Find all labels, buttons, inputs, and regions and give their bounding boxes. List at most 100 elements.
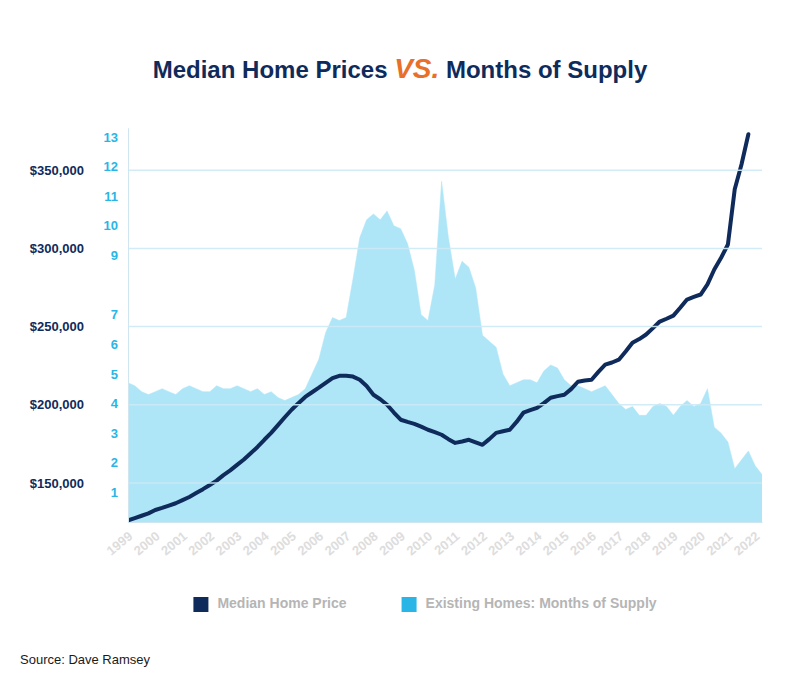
y2-tick-label: 6 <box>111 337 118 352</box>
x-axis-line <box>129 522 763 523</box>
chart-container: Median Home Prices VS. Months of Supply 1… <box>0 0 800 690</box>
legend-label: Existing Homes: Months of Supply <box>426 595 657 611</box>
plot-area <box>128 134 762 522</box>
y-tick-label: $250,000 <box>30 319 84 334</box>
x-tick: 2020 <box>676 522 708 558</box>
x-tick-label: 2006 <box>294 528 326 558</box>
x-tick-label: 2020 <box>676 528 708 558</box>
x-tick-label: 2004 <box>240 528 272 559</box>
title-part: Home <box>242 56 309 83</box>
legend-swatch <box>193 597 208 612</box>
x-tick: 2004 <box>240 522 272 558</box>
grid-line <box>128 404 762 406</box>
title-part <box>309 56 316 83</box>
x-tick-label: 2002 <box>185 528 217 558</box>
y-tick-label: $350,000 <box>30 163 84 178</box>
area-series <box>128 181 762 522</box>
y2-tick-label: 3 <box>111 426 118 441</box>
x-tick-label: 2003 <box>213 528 245 558</box>
x-tick: 2008 <box>349 522 381 558</box>
y2-tick-label: 2 <box>111 455 118 470</box>
title-part: Prices <box>315 56 387 83</box>
y2-tick: 10 <box>104 218 128 233</box>
x-tick: 2002 <box>185 522 217 558</box>
x-tick-label: 2018 <box>622 528 654 558</box>
y2-tick: 13 <box>104 130 128 145</box>
y-tick-label: $300,000 <box>30 241 84 256</box>
x-tick: 2011 <box>431 522 462 558</box>
x-tick-label: 2000 <box>131 528 163 558</box>
x-tick: 2018 <box>622 522 654 558</box>
y2-tick-label: 11 <box>104 189 118 204</box>
x-tick: 2007 <box>322 522 354 558</box>
x-tick: 2006 <box>294 522 326 558</box>
y2-axis: 1234567910111213 <box>104 129 129 523</box>
legend: Median Home Price Existing Homes: Months … <box>193 595 656 612</box>
x-tick-label: 2010 <box>404 528 436 558</box>
chart-title: Median Home Prices VS. Months of Supply <box>153 53 648 84</box>
y2-tick: 6 <box>111 337 128 352</box>
x-tick-label: 2001 <box>158 528 190 558</box>
x-tick-label: 2019 <box>649 528 681 558</box>
x-tick-label: 2007 <box>322 528 354 558</box>
grid-line <box>128 169 762 171</box>
legend-swatch <box>402 597 417 612</box>
x-tick: 2012 <box>458 522 490 558</box>
y2-tick: 7 <box>111 307 128 322</box>
legend-item: Median Home Price <box>193 595 346 612</box>
grid-line <box>128 482 762 484</box>
y2-tick-label: 4 <box>111 396 119 411</box>
x-tick: 2014 <box>513 522 545 558</box>
title-part <box>387 56 394 83</box>
y2-tick: 2 <box>111 455 128 470</box>
grid-line <box>128 248 762 250</box>
title-part: Months <box>446 56 531 83</box>
y-axis: $150,000$200,000$250,000$300,000$350,000 <box>30 129 129 523</box>
y-tick-label: $150,000 <box>30 476 84 491</box>
x-tick-label: 2009 <box>376 528 408 558</box>
x-tick-label: 2017 <box>594 528 626 558</box>
x-tick-label: 2016 <box>567 528 599 558</box>
y2-tick: 3 <box>111 426 128 441</box>
x-tick-label: 2008 <box>349 528 381 558</box>
x-tick-label: 2015 <box>540 528 572 558</box>
grid <box>128 170 762 483</box>
x-tick: 2010 <box>404 522 436 558</box>
y2-tick: 9 <box>111 248 128 263</box>
y2-tick-label: 7 <box>111 307 118 322</box>
title-part: of <box>538 56 562 83</box>
line-series <box>128 134 748 520</box>
x-tick-label: 2022 <box>731 528 763 558</box>
x-tick-label: 2013 <box>485 528 517 558</box>
x-tick: 2009 <box>376 522 408 558</box>
y2-tick: 4 <box>111 396 128 411</box>
grid-line <box>128 326 762 328</box>
x-tick: 2013 <box>485 522 517 558</box>
x-tick-label: 2012 <box>458 528 490 558</box>
title-part <box>439 56 446 83</box>
title-part: Supply <box>567 56 648 83</box>
y2-tick-label: 5 <box>111 367 118 382</box>
annotation: Source: Dave Ramsey <box>20 652 151 667</box>
title-part <box>235 56 242 83</box>
y-axis-line <box>128 129 129 523</box>
y2-tick: 1 <box>111 485 128 500</box>
x-tick: 2000 <box>131 522 163 558</box>
x-tick-label: 2014 <box>513 528 545 559</box>
x-tick: 2017 <box>594 522 626 558</box>
x-tick-label: 2011 <box>431 528 462 558</box>
legend-item: Existing Homes: Months of Supply <box>402 595 657 612</box>
x-tick-label: 2005 <box>267 528 299 558</box>
y2-axis-line <box>128 129 129 523</box>
chart-svg: Median Home Prices VS. Months of Supply 1… <box>0 0 800 690</box>
y2-tick-label: 12 <box>104 159 118 174</box>
y2-tick-label: 13 <box>104 130 118 145</box>
x-axis: 1999200020012002200320042005200620072008… <box>104 522 763 558</box>
legend-label: Median Home Price <box>217 595 346 611</box>
title-part: VS. <box>394 53 439 84</box>
title-part <box>561 56 568 83</box>
y2-tick: 11 <box>104 189 128 204</box>
x-tick: 2005 <box>267 522 299 558</box>
y2-tick-label: 1 <box>111 485 118 500</box>
x-tick: 2021 <box>703 522 735 558</box>
